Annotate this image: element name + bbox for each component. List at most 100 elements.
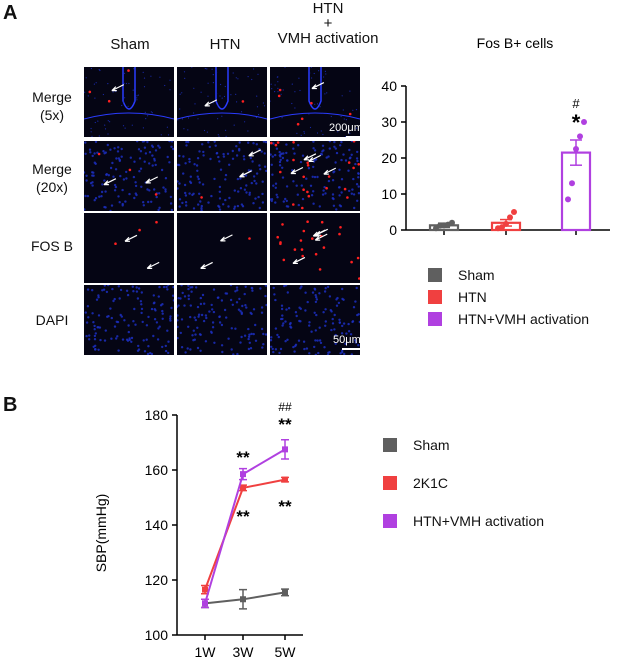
- dapi-nucleus: [313, 72, 315, 75]
- dapi-nucleus: [221, 115, 223, 117]
- dapi-nucleus: [259, 168, 262, 171]
- dapi-nucleus: [94, 121, 96, 124]
- dapi-nucleus: [157, 327, 160, 330]
- dapi-nucleus: [340, 191, 343, 194]
- dapi-nucleus: [252, 175, 256, 178]
- dapi-nucleus: [347, 169, 350, 172]
- dapi-nucleus: [342, 109, 344, 111]
- dapi-nucleus: [333, 170, 336, 173]
- fos-b-positive-cell: [307, 194, 311, 198]
- dapi-nucleus: [170, 208, 174, 211]
- dapi-nucleus: [350, 353, 353, 355]
- dapi-nucleus: [134, 323, 137, 326]
- fos-b-positive-cell: [314, 252, 318, 256]
- dapi-nucleus: [342, 153, 345, 156]
- fos-b-positive-cell: [343, 187, 347, 191]
- dapi-nucleus: [193, 316, 196, 319]
- dapi-nucleus: [196, 305, 200, 309]
- dapi-nucleus: [242, 155, 246, 158]
- dapi-nucleus: [93, 334, 97, 338]
- y-tick-label: 100: [145, 627, 169, 643]
- dapi-nucleus: [214, 144, 217, 147]
- dapi-nucleus: [270, 345, 273, 348]
- dapi-nucleus: [225, 316, 228, 319]
- dapi-nucleus: [218, 321, 222, 324]
- dapi-nucleus: [324, 308, 327, 311]
- dapi-nucleus: [285, 185, 289, 188]
- dapi-nucleus: [272, 184, 275, 187]
- dapi-nucleus: [287, 307, 291, 310]
- dapi-nucleus: [200, 313, 204, 317]
- dapi-nucleus: [101, 183, 104, 186]
- dapi-nucleus: [235, 93, 237, 95]
- dapi-nucleus: [338, 318, 341, 321]
- dapi-nucleus: [274, 182, 278, 185]
- dapi-nucleus: [178, 205, 181, 208]
- dapi-nucleus: [166, 329, 169, 332]
- dapi-nucleus: [228, 163, 231, 166]
- dapi-nucleus: [102, 288, 106, 291]
- dapi-nucleus: [312, 147, 315, 150]
- dapi-nucleus: [94, 347, 97, 351]
- dapi-nucleus: [200, 91, 202, 93]
- dapi-nucleus: [90, 131, 92, 133]
- dapi-nucleus: [314, 294, 317, 297]
- dapi-nucleus: [114, 185, 118, 189]
- fos-b-positive-cell: [300, 117, 304, 121]
- micrograph-canvas: [84, 285, 174, 355]
- dapi-nucleus: [166, 288, 169, 291]
- legend-label-2k1c: 2K1C: [413, 475, 449, 491]
- dapi-nucleus: [98, 69, 100, 71]
- significance-hash: ##: [278, 400, 292, 414]
- dapi-nucleus: [233, 207, 236, 210]
- micrograph-canvas: [177, 285, 267, 355]
- dapi-nucleus: [316, 339, 319, 342]
- dapi-nucleus: [189, 181, 193, 185]
- dapi-nucleus: [291, 102, 293, 105]
- scalebar-5x: [346, 136, 368, 138]
- dapi-nucleus: [126, 293, 130, 297]
- dapi-nucleus: [289, 325, 292, 328]
- significance-stars: **: [236, 507, 250, 526]
- dapi-nucleus: [275, 193, 278, 196]
- dapi-nucleus: [194, 318, 197, 322]
- dapi-nucleus: [218, 160, 221, 163]
- dapi-nucleus: [177, 314, 179, 317]
- fos-b-positive-cell: [352, 166, 355, 170]
- dapi-nucleus: [276, 76, 278, 78]
- dapi-nucleus: [204, 314, 208, 317]
- fos-b-positive-cell: [97, 152, 101, 156]
- dapi-nucleus: [252, 308, 256, 311]
- dapi-nucleus: [207, 82, 209, 84]
- scalebar-20x-label: 50μm: [333, 334, 361, 346]
- legend-swatch-htn-vmh-b: [383, 514, 397, 528]
- dapi-nucleus: [238, 297, 241, 301]
- dapi-nucleus: [84, 91, 86, 93]
- dapi-nucleus: [99, 338, 102, 342]
- dapi-nucleus: [279, 158, 282, 162]
- dapi-nucleus: [313, 345, 316, 349]
- micrograph-dapi-htn: [177, 285, 267, 355]
- dapi-nucleus: [134, 184, 138, 188]
- dapi-nucleus: [270, 198, 274, 201]
- fos-b-positive-cell: [107, 99, 111, 103]
- dapi-nucleus: [247, 141, 250, 144]
- micrograph-merge-5x-htn: [177, 67, 267, 137]
- dapi-nucleus: [343, 352, 346, 355]
- dapi-nucleus: [155, 321, 159, 324]
- dapi-nucleus: [169, 319, 172, 322]
- arrow-icon: [103, 178, 117, 186]
- dapi-nucleus: [125, 170, 128, 174]
- dapi-nucleus: [252, 202, 255, 205]
- dapi-nucleus: [169, 79, 171, 81]
- dapi-nucleus: [153, 188, 156, 191]
- dapi-nucleus: [222, 152, 225, 156]
- dapi-nucleus: [239, 341, 242, 344]
- dapi-nucleus: [146, 188, 149, 191]
- series-marker: [282, 476, 288, 483]
- dapi-nucleus: [97, 326, 100, 329]
- dapi-nucleus: [337, 131, 339, 133]
- dapi-nucleus: [123, 82, 125, 84]
- dapi-nucleus: [132, 89, 134, 91]
- x-tick-label: 5W: [275, 644, 297, 660]
